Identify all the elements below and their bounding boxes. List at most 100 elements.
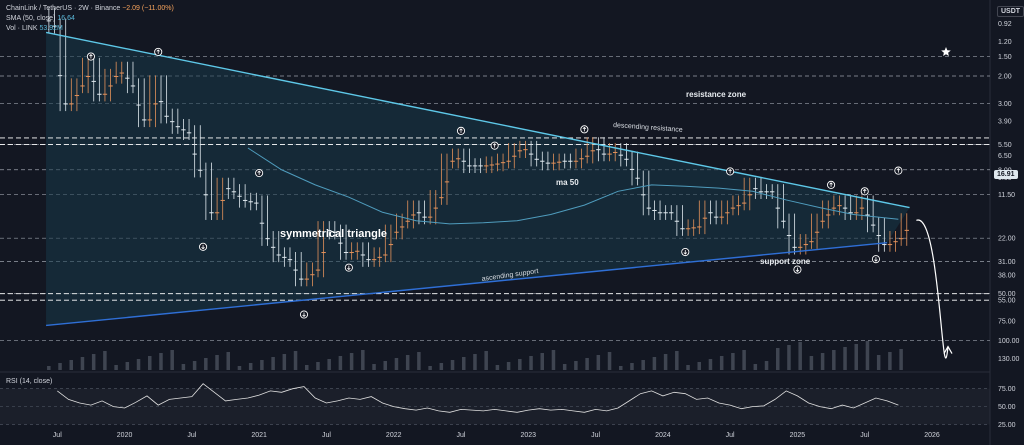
marker-arrow bbox=[728, 168, 732, 174]
price-tick-label: 6.50 bbox=[998, 153, 1012, 160]
candle-body bbox=[371, 259, 377, 261]
candle-body bbox=[237, 195, 242, 197]
price-tick-label: 1.50 bbox=[998, 54, 1012, 61]
sma-label[interactable]: SMA (50, close) bbox=[6, 15, 56, 22]
descending-resistance-line bbox=[46, 241, 888, 327]
time-tick-label: Jul bbox=[591, 432, 600, 439]
last-price-badge: 16.91 bbox=[994, 170, 1018, 179]
candle-body bbox=[898, 238, 904, 240]
marker-arrow bbox=[582, 126, 587, 132]
volume-bar bbox=[529, 356, 533, 370]
marker-arrow bbox=[156, 49, 160, 54]
candle-body bbox=[57, 75, 63, 77]
candle-body bbox=[242, 199, 248, 201]
candle-body bbox=[859, 207, 865, 209]
volume-bar bbox=[125, 362, 130, 370]
marker-arrow bbox=[795, 267, 800, 273]
volume-bar bbox=[58, 363, 62, 370]
volume-bar bbox=[641, 360, 645, 370]
volume-bar bbox=[439, 363, 444, 370]
volume-bar bbox=[742, 350, 746, 370]
candle-body bbox=[528, 153, 534, 155]
candle-body bbox=[612, 151, 618, 153]
marker-arrow bbox=[492, 143, 497, 148]
candle-body bbox=[702, 217, 708, 219]
volume-bar bbox=[787, 345, 791, 370]
candle-body bbox=[719, 216, 724, 218]
overlays bbox=[45, 31, 953, 359]
candle-body bbox=[489, 164, 495, 166]
volume-bar bbox=[798, 342, 802, 370]
candle-body bbox=[141, 119, 147, 121]
candle-body bbox=[80, 85, 85, 87]
volume-bar bbox=[327, 359, 331, 370]
volume-bar bbox=[159, 353, 163, 370]
volume-bar bbox=[652, 357, 657, 370]
candle-body bbox=[416, 212, 422, 214]
candle-body bbox=[102, 93, 108, 95]
candle-body bbox=[848, 212, 853, 214]
vol-legend: Vol · LINK 53.92M bbox=[6, 24, 63, 33]
candle-body bbox=[186, 132, 192, 134]
candle-body bbox=[158, 101, 164, 103]
candle-body bbox=[270, 246, 276, 248]
candle-body bbox=[355, 250, 360, 252]
volume-bar bbox=[574, 361, 578, 370]
symbol-title[interactable]: ChainLink / TetherUS · 2W · Binance bbox=[6, 5, 121, 12]
candle-body bbox=[254, 202, 259, 204]
candle-body bbox=[394, 231, 399, 233]
price-tick-label: 3.00 bbox=[998, 101, 1012, 108]
candle-body bbox=[231, 191, 237, 193]
candle-body bbox=[495, 163, 500, 165]
volume-bar bbox=[192, 361, 197, 370]
marker-arrow bbox=[874, 257, 878, 262]
vol-value: 53.92M bbox=[39, 25, 63, 32]
candle-body bbox=[870, 224, 876, 226]
annotation-descending-resistance: descending resistance bbox=[613, 122, 683, 134]
price-tick-label: 38.00 bbox=[998, 273, 1016, 280]
candle-body bbox=[786, 235, 792, 237]
volume-bar bbox=[562, 364, 567, 370]
candle-body bbox=[517, 150, 523, 152]
volume-bar bbox=[731, 353, 735, 370]
volume-bar bbox=[248, 363, 253, 370]
candle-body bbox=[713, 216, 719, 218]
time-tick-label: Jul bbox=[860, 432, 869, 439]
volume-bar bbox=[215, 355, 219, 370]
volume-bar bbox=[596, 355, 601, 370]
candle-body bbox=[842, 207, 848, 209]
candle-body bbox=[876, 235, 881, 237]
zones bbox=[0, 32, 990, 326]
volume-bar bbox=[338, 356, 343, 370]
candle-body bbox=[646, 207, 652, 209]
candle-body bbox=[310, 274, 315, 276]
volume-bar bbox=[204, 358, 208, 370]
price-tick-label: 0.92 bbox=[998, 21, 1012, 28]
volume-bar bbox=[820, 353, 825, 370]
target-star-icon bbox=[941, 47, 951, 56]
marker-arrow bbox=[862, 188, 867, 194]
volume-bar bbox=[540, 353, 544, 370]
candle-body bbox=[590, 150, 595, 152]
candle-body bbox=[130, 85, 136, 87]
candle-body bbox=[680, 228, 685, 230]
candle-body bbox=[506, 160, 511, 162]
candle-body bbox=[293, 269, 298, 271]
rsi-line bbox=[57, 383, 899, 413]
candle-body bbox=[669, 212, 674, 214]
price-tick-label: 5.50 bbox=[998, 142, 1012, 149]
candle-body bbox=[769, 191, 775, 193]
volume-bar bbox=[697, 362, 701, 370]
candle-body bbox=[467, 165, 472, 167]
price-tick-label: 22.00 bbox=[998, 236, 1016, 243]
currency-badge[interactable]: USDT bbox=[997, 6, 1024, 17]
volume-bar bbox=[260, 360, 264, 370]
candle-body bbox=[820, 220, 825, 222]
vol-label[interactable]: Vol · LINK bbox=[6, 25, 38, 32]
ascending-support-line bbox=[45, 31, 910, 209]
candle-body bbox=[893, 241, 898, 243]
ma50-line bbox=[247, 147, 899, 225]
volume-bar bbox=[764, 361, 769, 370]
price-tick-label: 3.90 bbox=[998, 119, 1012, 126]
